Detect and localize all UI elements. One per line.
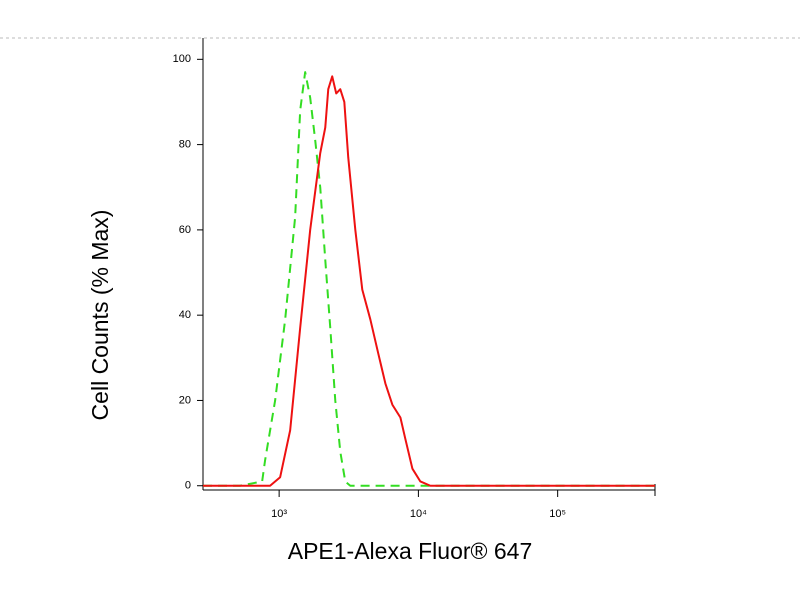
x-axis-title: APE1-Alexa Fluor® 647 (288, 538, 533, 564)
y-tick-label: 40 (179, 309, 191, 321)
series-line (203, 71, 655, 487)
x-tick-label: 10³ (271, 508, 287, 520)
x-tick-label: 10⁵ (549, 508, 566, 520)
x-tick-label: 10⁴ (410, 508, 427, 520)
series-line (203, 75, 655, 487)
y-tick-label: 0 (185, 480, 191, 492)
y-tick-label: 100 (173, 53, 191, 65)
y-tick-label: 20 (179, 394, 191, 406)
y-axis-title: Cell Counts (% Max) (87, 210, 113, 421)
y-tick-label: 80 (179, 139, 191, 151)
y-tick-label: 60 (179, 224, 191, 236)
